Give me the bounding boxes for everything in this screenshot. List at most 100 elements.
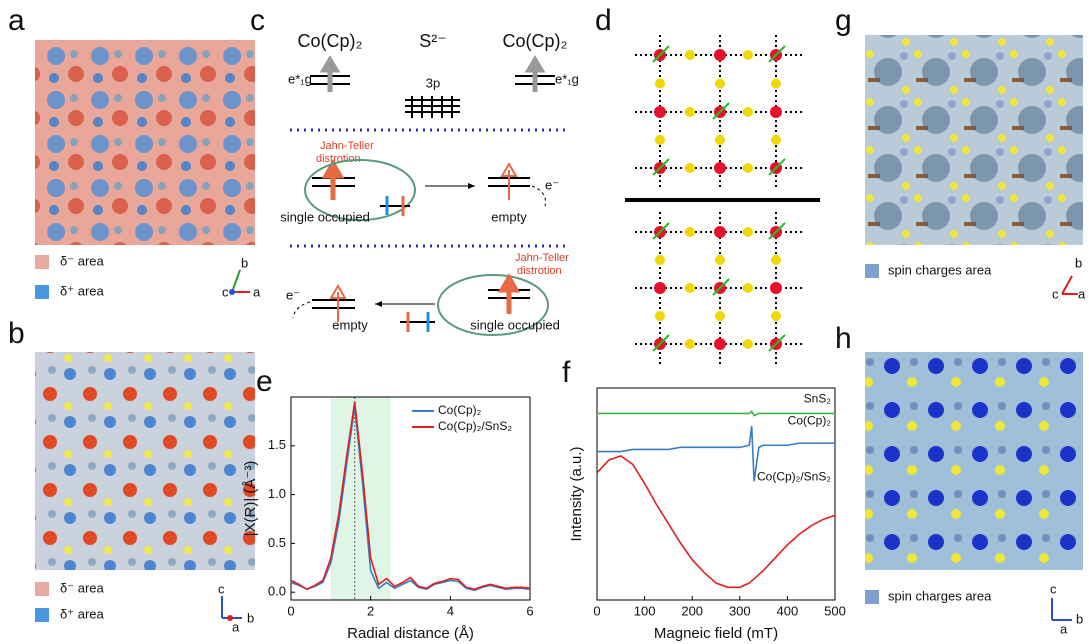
ligand-site — [771, 255, 781, 265]
legend-label: Co(Cp)₂/SnS₂ — [438, 419, 512, 433]
spin-arrow — [768, 334, 786, 352]
x-tick-label: 2 — [367, 603, 374, 618]
legend-label: Co(Cp)₂ — [438, 403, 482, 417]
x-tick-label: 0 — [593, 603, 600, 618]
annotation: single occupied — [470, 317, 560, 332]
ligand-site — [715, 135, 725, 145]
ligand-site — [771, 78, 781, 89]
ligand-site — [685, 283, 695, 293]
metal-site — [770, 106, 782, 118]
spin-lattice — [625, 35, 820, 364]
ligand-site — [743, 163, 753, 173]
x-tick-label: 6 — [526, 603, 533, 618]
ligand-site — [743, 50, 753, 60]
panel-label: b — [8, 317, 25, 350]
legend-label: spin charges area — [888, 262, 992, 277]
metal-site — [654, 106, 666, 118]
axis-glyph-label: b — [247, 610, 254, 625]
species-label: Co(Cp)₂ — [503, 31, 568, 51]
axis-glyph-label: c — [218, 581, 225, 596]
legend-swatch — [35, 608, 49, 622]
y-tick-label: 1.5 — [268, 437, 286, 452]
legend-label: δ⁻ area — [60, 253, 104, 268]
metal-site — [714, 49, 726, 61]
plot-frame — [596, 387, 836, 601]
structure-image — [35, 352, 255, 570]
panel-label: a — [8, 4, 25, 37]
ligand-site — [685, 339, 695, 349]
legend-label: δ⁺ area — [60, 606, 104, 621]
species-label: Co(Cp)₂ — [298, 31, 363, 51]
line-series — [290, 401, 531, 591]
annotation: empty — [491, 209, 527, 224]
spin-arrow — [652, 45, 670, 63]
legend-label: δ⁺ area — [60, 283, 104, 298]
ligand-site — [743, 107, 753, 117]
ligand-site — [685, 107, 695, 117]
ligand-site — [685, 163, 695, 173]
axis-glyph — [1061, 275, 1078, 295]
line-series — [290, 406, 531, 592]
metal-site — [770, 282, 782, 294]
y-axis-label: Intensity (a.u.) — [568, 446, 585, 541]
species-label: S²⁻ — [419, 31, 447, 51]
axis-glyph-label: a — [232, 619, 240, 634]
axis-glyph — [221, 596, 242, 621]
axis-glyph-label: b — [241, 255, 248, 270]
ligand-site — [771, 135, 781, 145]
level-label: e*₁g — [555, 71, 579, 86]
annotation: empty — [332, 317, 368, 332]
plot-frame — [290, 396, 531, 601]
annotation: single occupied — [280, 209, 370, 224]
x-axis-label: Radial distance (Å) — [347, 625, 474, 642]
panel-label: f — [562, 356, 571, 389]
axis-glyph-label: a — [1078, 286, 1086, 301]
x-tick-label: 4 — [447, 603, 454, 618]
panel-label: h — [835, 322, 852, 355]
axis-glyph-label: b — [1076, 611, 1083, 626]
shaded-range — [330, 397, 391, 600]
metal-site — [714, 162, 726, 174]
y-tick-label: 0.5 — [268, 535, 286, 550]
ligand-site — [771, 311, 781, 321]
spin-arrow — [768, 222, 786, 240]
annotation: Jahn-Teller — [515, 252, 569, 264]
x-tick-label: 0 — [287, 603, 294, 618]
energy-diagram: c Co(Cp)₂ S²⁻ Co(Cp)₂ e*₁g e*₁g 3p Jahn-… — [250, 4, 579, 336]
axis-glyph-label: c — [1052, 286, 1059, 301]
level-label: e*₁g — [288, 71, 312, 86]
legend-label: spin charges area — [888, 588, 992, 603]
ligand-site — [655, 78, 665, 89]
annotation: distrotion — [517, 265, 562, 277]
ligand-site — [715, 78, 725, 89]
line-series — [596, 454, 836, 589]
axis-glyph — [229, 269, 250, 295]
metal-site — [714, 226, 726, 238]
structure-image — [865, 35, 1083, 245]
spin-arrow — [768, 158, 786, 176]
ligand-site — [715, 255, 725, 265]
structure-image — [35, 40, 255, 245]
ligand-site — [743, 227, 753, 237]
axis-glyph-label: a — [253, 284, 261, 299]
annotation: distrotion — [316, 153, 361, 165]
annotation: Jahn-Teller — [320, 140, 374, 152]
annotation: e⁻ — [545, 177, 559, 192]
spin-arrow — [712, 102, 730, 120]
ligand-site — [685, 227, 695, 237]
spin-arrow — [768, 45, 786, 63]
y-axis-label: |X(R)| (Å⁻³) — [242, 461, 259, 537]
legend-swatch — [865, 264, 879, 278]
panel-label: c — [250, 4, 265, 37]
x-tick-label: 300 — [729, 603, 751, 618]
ligand-site — [743, 339, 753, 349]
axis-glyph-label: c — [222, 284, 229, 299]
y-tick-label: 1.0 — [268, 486, 286, 501]
ligand-site — [655, 135, 665, 145]
axis-glyph-label: a — [1060, 621, 1068, 636]
spin-arrow — [652, 334, 670, 352]
structure-image — [865, 352, 1083, 570]
panel-label: e — [256, 365, 273, 398]
x-tick-label: 400 — [777, 603, 799, 618]
